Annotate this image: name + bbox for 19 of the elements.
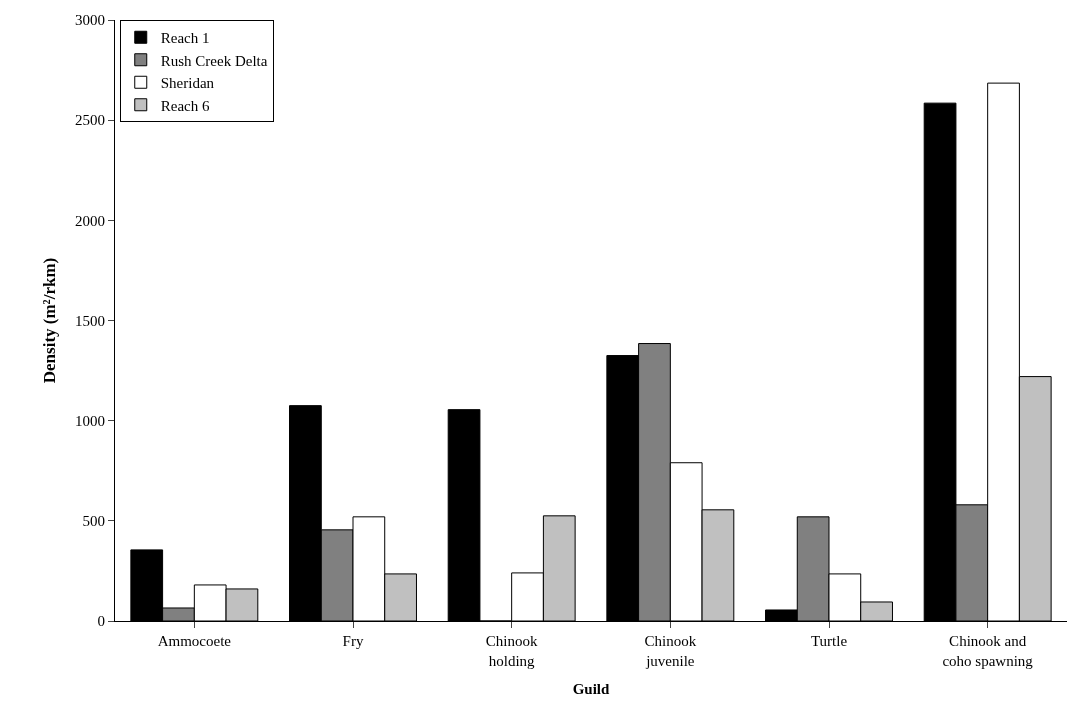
x-tick-label: Chinook and coho spawning: [942, 633, 1034, 669]
y-tick-label: 2000: [75, 212, 105, 229]
x-tick-label: Chinook juvenile: [644, 633, 697, 669]
y-tick-label: 0: [97, 613, 105, 630]
x-tick-label: Turtle: [810, 633, 848, 649]
x-tick-label: Chinook holding: [485, 633, 538, 669]
x-axis-title: Guild: [572, 680, 610, 697]
y-tick-label: 2500: [75, 112, 105, 129]
x-tick-label: Fry: [342, 633, 364, 649]
legend-label: Reach 1: [160, 30, 210, 47]
y-axis-title: Density (m²/rkm): [39, 257, 59, 384]
legend-label: Reach 6: [160, 97, 210, 114]
legend-label: Rush Creek Delta: [160, 52, 268, 69]
y-tick-label: 1500: [75, 312, 105, 329]
y-tick-label: 500: [82, 513, 105, 530]
y-tick-label: 1000: [75, 412, 105, 429]
x-tick-label: Ammocoete: [157, 633, 232, 649]
legend-label: Sheridan: [160, 75, 215, 92]
y-tick-label: 3000: [75, 12, 105, 29]
